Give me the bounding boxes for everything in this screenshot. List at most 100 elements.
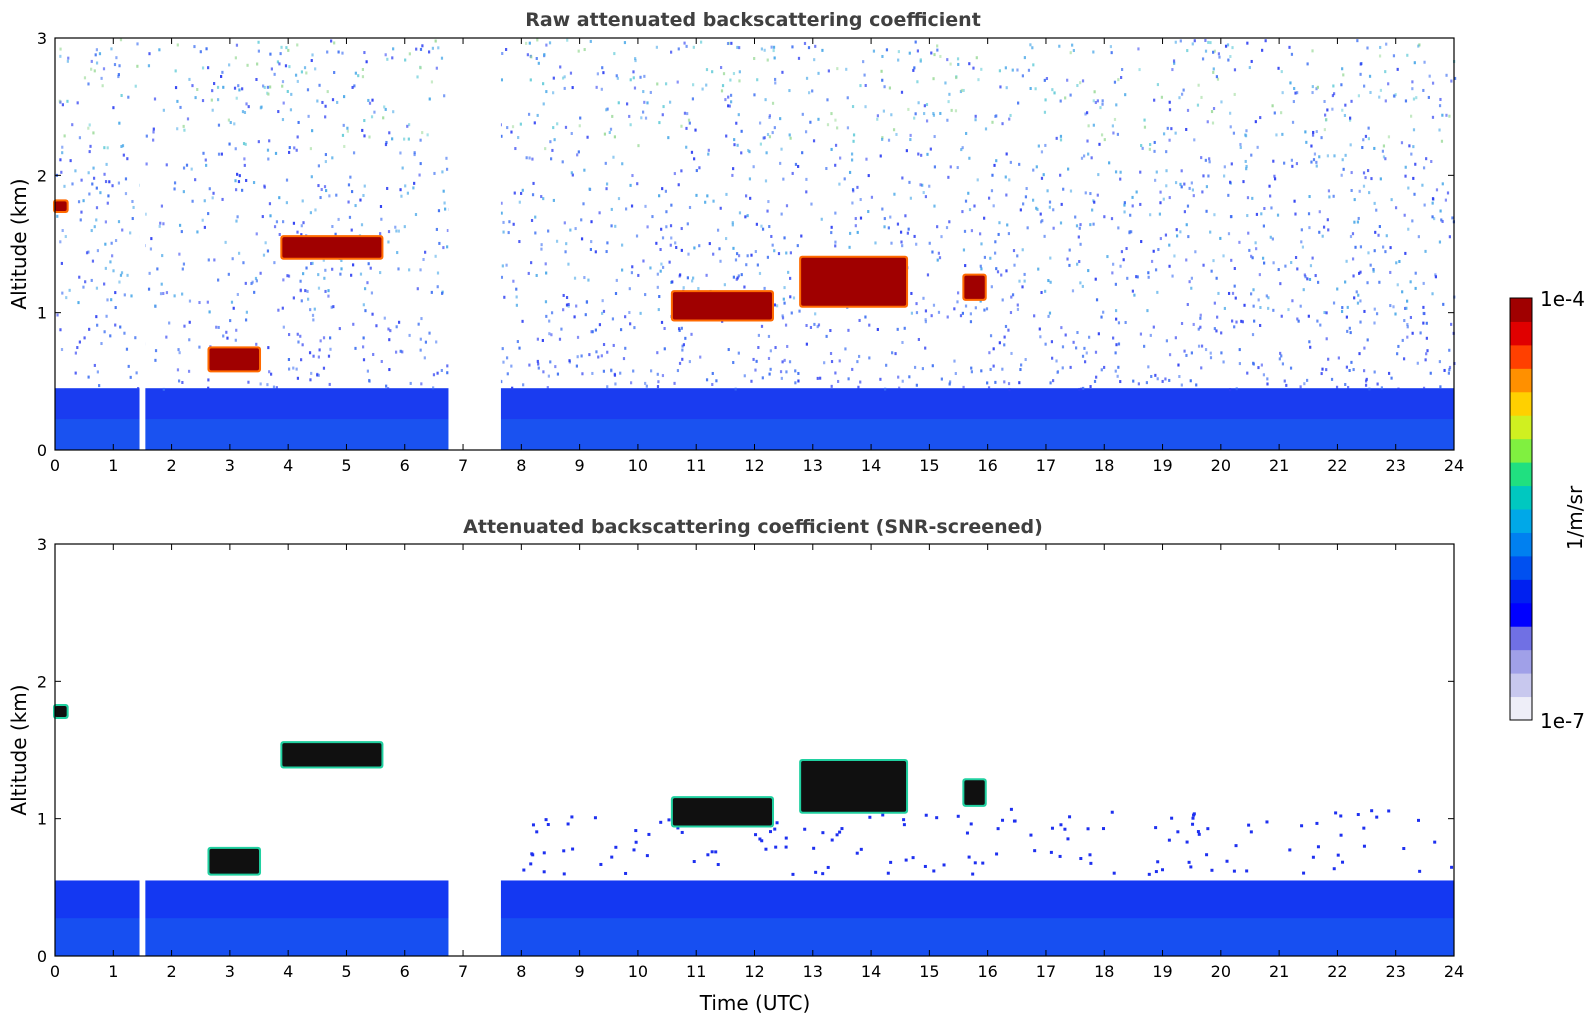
colorbar-swatch — [1510, 649, 1532, 674]
noise-pixel — [127, 95, 130, 99]
noise-pixel — [848, 170, 852, 174]
noise-pixel — [1229, 54, 1232, 58]
speckle-pixel — [835, 833, 839, 837]
noise-pixel — [93, 225, 96, 229]
noise-pixel — [433, 171, 436, 175]
noise-pixel — [446, 371, 449, 375]
noise-pixel — [765, 151, 768, 155]
noise-pixel — [1186, 108, 1190, 112]
noise-pixel — [268, 370, 271, 374]
noise-pixel — [630, 271, 634, 275]
noise-pixel — [1409, 280, 1412, 284]
noise-pixel — [588, 353, 591, 357]
noise-pixel — [535, 57, 538, 61]
noise-pixel — [661, 187, 664, 191]
cloud-core — [55, 201, 67, 212]
noise-pixel — [1005, 86, 1008, 90]
noise-pixel — [1068, 248, 1071, 252]
noise-pixel — [205, 47, 208, 51]
noise-pixel — [979, 299, 982, 303]
speckle-pixel — [904, 858, 908, 862]
noise-pixel — [1276, 213, 1280, 217]
noise-pixel — [1362, 138, 1365, 142]
y-tick-label: 1 — [37, 810, 47, 829]
noise-pixel — [1379, 177, 1382, 181]
noise-pixel — [656, 272, 659, 276]
noise-pixel — [1049, 280, 1052, 284]
noise-pixel — [1350, 360, 1353, 364]
noise-pixel — [1017, 101, 1020, 105]
noise-pixel — [1114, 309, 1118, 313]
noise-pixel — [220, 74, 223, 78]
noise-pixel — [68, 288, 71, 292]
noise-pixel — [1306, 62, 1309, 66]
noise-pixel — [59, 328, 62, 332]
noise-pixel — [1089, 192, 1092, 196]
noise-pixel — [1223, 165, 1226, 169]
noise-pixel — [324, 268, 327, 272]
noise-pixel — [1311, 256, 1314, 260]
noise-pixel — [631, 174, 634, 178]
x-tick-label: 17 — [1036, 962, 1056, 981]
noise-pixel — [1450, 322, 1453, 326]
noise-pixel — [124, 177, 128, 181]
noise-pixel — [544, 300, 548, 304]
noise-pixel — [896, 222, 900, 226]
noise-pixel — [96, 370, 99, 374]
noise-pixel — [236, 292, 239, 296]
speckle-pixel — [889, 860, 893, 864]
noise-pixel — [1348, 118, 1352, 122]
noise-pixel — [785, 251, 788, 255]
noise-pixel — [1239, 146, 1242, 150]
noise-pixel — [300, 299, 303, 303]
noise-pixel — [394, 350, 398, 354]
noise-pixel — [423, 356, 426, 360]
noise-pixel — [363, 134, 366, 138]
noise-pixel — [114, 323, 117, 327]
noise-pixel — [1257, 366, 1260, 370]
noise-pixel — [276, 60, 280, 64]
noise-pixel — [805, 190, 808, 194]
noise-pixel — [1230, 162, 1233, 166]
noise-pixel — [299, 289, 302, 293]
noise-pixel — [964, 264, 967, 268]
noise-pixel — [1379, 45, 1382, 49]
speckle-pixel — [1029, 833, 1033, 837]
noise-pixel — [723, 283, 726, 287]
noise-pixel — [1168, 353, 1172, 357]
noise-pixel — [576, 335, 580, 339]
noise-pixel — [122, 153, 125, 157]
noise-pixel — [962, 248, 966, 252]
noise-pixel — [1296, 267, 1299, 271]
noise-pixel — [1059, 221, 1063, 225]
noise-pixel — [1102, 310, 1105, 314]
noise-pixel — [580, 237, 584, 241]
noise-pixel — [1093, 379, 1097, 383]
noise-pixel — [783, 286, 786, 290]
noise-pixel — [1083, 346, 1086, 350]
noise-pixel — [1079, 242, 1082, 246]
noise-pixel — [1159, 190, 1162, 194]
speckle-pixel — [566, 822, 570, 826]
noise-pixel — [1308, 195, 1311, 199]
speckle-pixel — [1156, 860, 1160, 864]
noise-pixel — [1293, 87, 1296, 91]
noise-pixel — [1404, 251, 1407, 255]
noise-pixel — [403, 137, 406, 141]
noise-pixel — [120, 94, 123, 98]
noise-pixel — [332, 305, 335, 309]
colorbar-swatch — [1510, 462, 1532, 487]
noise-pixel — [566, 38, 569, 42]
noise-pixel — [1304, 275, 1307, 279]
x-tick-label: 4 — [283, 456, 293, 475]
noise-pixel — [136, 64, 139, 68]
noise-pixel — [1039, 335, 1042, 339]
speckle-pixel — [1339, 833, 1343, 837]
noise-pixel — [734, 387, 737, 391]
speckle-pixel — [942, 863, 946, 867]
noise-pixel — [900, 240, 903, 244]
noise-pixel — [1425, 321, 1428, 325]
noise-pixel — [1213, 213, 1216, 217]
noise-pixel — [660, 320, 664, 324]
speckle-pixel — [775, 821, 779, 825]
